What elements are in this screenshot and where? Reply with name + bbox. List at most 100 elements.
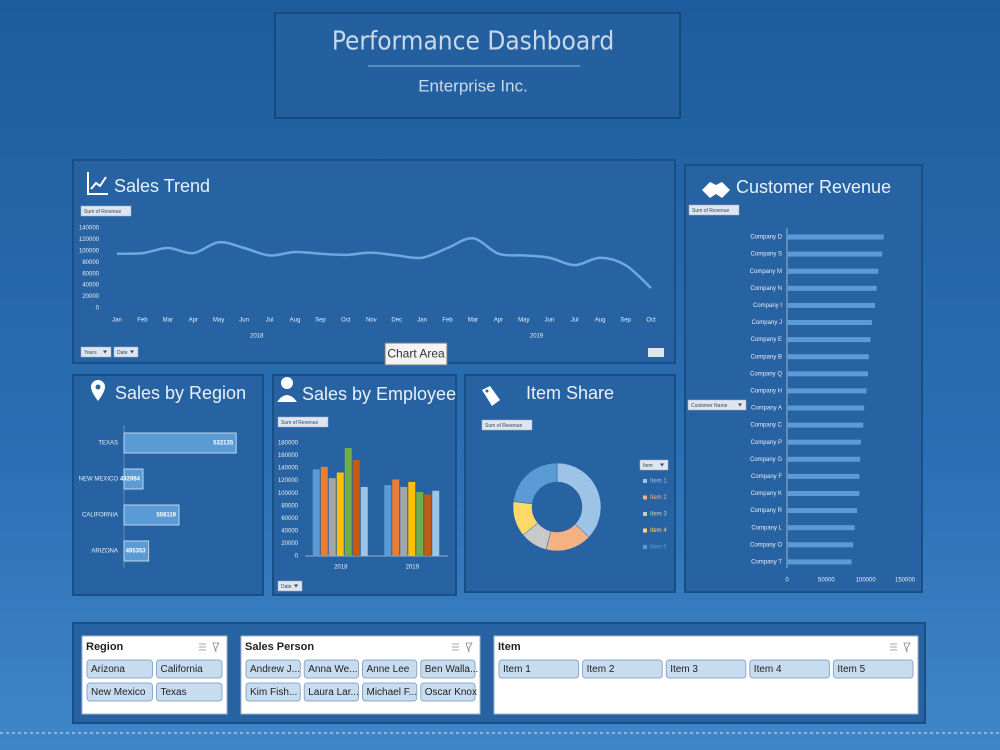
dropdown-arrow [294,584,298,588]
dashboard-title: Performance Dashboard [332,27,614,57]
field-button[interactable] [277,416,329,428]
field-button[interactable] [80,205,132,217]
panel-title: Sales by Employee [302,384,456,404]
bar [384,485,392,556]
slicer-item-label: Item 2 [587,664,615,675]
donut-slice [513,462,558,505]
bar [787,456,861,462]
panel-title: Sales by Region [115,383,246,403]
x-tick-label: Sep [315,318,326,324]
x-tick-label: Jan [417,318,427,324]
bar [123,432,237,454]
slicer-item[interactable] [156,659,223,679]
field-button[interactable] [277,580,303,592]
slicer-item[interactable] [303,659,359,679]
slicer-item[interactable] [665,659,747,679]
panel-title: Customer Revenue [736,177,891,197]
slicer-item[interactable] [582,659,663,679]
slicer-item[interactable] [362,659,418,679]
x-tick-label: Nov [366,318,377,324]
slicer-item[interactable] [86,659,153,679]
x-tick-label: Mar [468,318,478,324]
slicer-item[interactable] [245,682,301,702]
slicer-item[interactable] [498,659,580,679]
slicer-item[interactable] [420,682,476,702]
handshake-icon [702,182,730,198]
field-button[interactable] [481,419,533,431]
category-label: Company F [751,474,782,480]
location-icon [91,380,105,401]
slicer-item[interactable] [303,682,359,702]
field-button-label: Years [84,350,97,356]
slicer-item[interactable] [245,659,301,679]
field-button-label: Customer Name [691,403,728,409]
field-button[interactable] [639,459,669,471]
field-button-label: Item [643,463,653,469]
bar [787,337,871,343]
field-button[interactable] [688,204,740,216]
bar [408,481,416,556]
bar [416,491,424,556]
y-tick-label: 120000 [79,237,100,243]
slicer-icons[interactable] [199,642,220,653]
category-label: TEXAS [98,441,118,447]
field-button-label: Date [117,350,128,356]
dropdown-arrow [738,403,742,407]
x-tick-label: Apr [494,318,503,324]
slicer-item-label: Arizona [91,664,125,675]
slicer-item[interactable] [362,682,418,702]
x-tick-label: Feb [137,318,148,324]
slicer-item[interactable] [86,682,153,702]
category-label: CALIFORNIA [82,513,118,519]
y-tick-label: 160000 [278,453,299,459]
bar [352,459,360,556]
field-button-label: Sum of Revenue [485,423,522,429]
bar [787,268,879,274]
slicer-item[interactable] [832,659,914,679]
category-label: Company A [751,406,782,412]
bar [787,285,877,291]
category-label: Company O [750,542,782,548]
slicer-item-label: Oscar Knox [425,687,477,698]
slicer-item[interactable] [749,659,830,679]
category-label: NEW MEXICO [79,477,119,483]
legend-swatch [643,495,647,500]
slicer-item[interactable] [420,659,476,679]
y-tick-label: 60000 [82,271,99,277]
y-tick-label: 40000 [82,283,99,289]
y-tick-label: 100000 [79,248,100,254]
slicer-icons[interactable] [452,642,473,653]
field-button[interactable] [113,346,139,358]
x-group-label: 2019 [530,334,544,340]
x-tick-label: 150000 [895,578,916,584]
slicer-item-label: Item 4 [754,664,782,675]
panel-title: Item Share [526,383,614,403]
x-tick-label: Jul [571,318,579,324]
x-tick-label: Feb [442,318,453,324]
category-label: Company T [751,559,782,565]
x-tick-label: May [213,318,224,324]
category-label: Company H [750,388,782,394]
legend-swatch [643,512,647,516]
slicer-item-label: Ben Walla... [425,664,479,675]
slicer-item-label: Michael F... [367,687,418,698]
slicer-icons[interactable] [890,642,911,653]
field-button[interactable] [687,399,747,411]
tooltip-text: Chart Area [387,347,445,361]
data-label: 492984 [120,477,141,483]
bar [328,478,336,556]
x-tick-label: Sep [620,318,631,324]
zoom-buttons[interactable] [648,348,664,357]
category-label: Company N [750,286,782,292]
slicer-title: Region [86,641,124,653]
slicer-item[interactable] [156,682,223,702]
x-tick-label: Mar [163,318,173,324]
panel [72,374,264,596]
category-label: Company J [752,320,782,326]
legend-label: Item 2 [650,495,667,501]
employee-icon [277,377,297,402]
x-tick-label: Oct [646,318,656,324]
x-tick-label: May [518,318,529,324]
slicer-item-label: Texas [161,687,187,698]
field-button[interactable] [80,346,112,358]
